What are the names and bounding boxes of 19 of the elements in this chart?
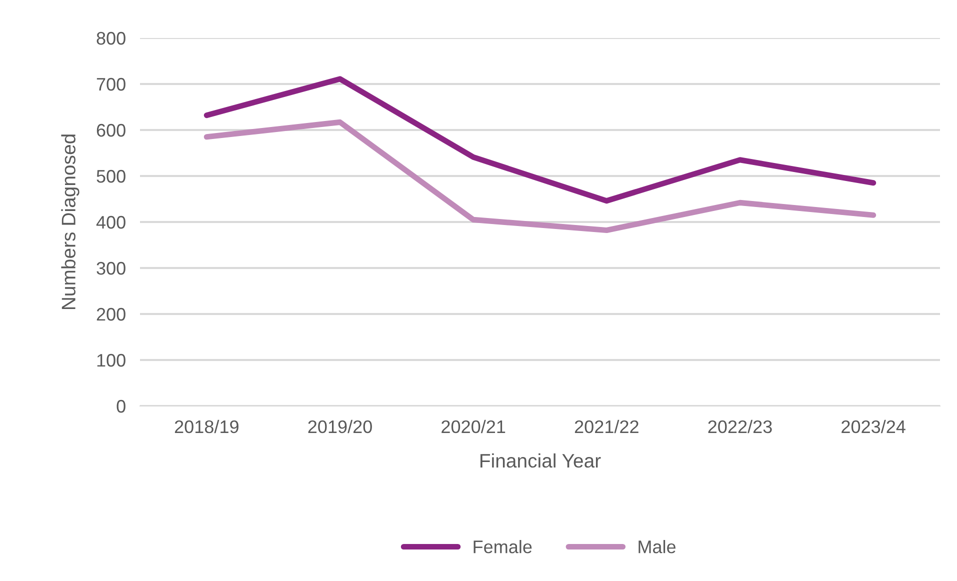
x-tick-label: 2018/19 [174,420,238,434]
x-tick-label: 2021/22 [574,420,638,434]
legend-label: Male [638,540,676,554]
y-tick-label: 0 [116,400,126,413]
x-tick-label: 2019/20 [308,420,372,434]
y-tick-label: 600 [96,124,126,137]
legend-label: Female [474,540,532,554]
y-axis-title: Numbers Diagnosed [61,134,80,310]
y-tick-label: 300 [96,262,126,275]
y-tick-label: 100 [97,354,126,367]
x-tick-label: 2022/23 [708,420,772,434]
y-tick-label: 800 [96,32,126,45]
y-tick-label: 400 [96,216,126,229]
y-tick-label: 700 [96,78,126,91]
x-tick-label: 2023/24 [842,420,906,434]
x-axis-title: Financial Year [480,453,601,468]
y-tick-label: 200 [96,308,126,321]
x-tick-label: 2020/21 [442,420,506,434]
y-tick-label: 500 [96,170,126,183]
